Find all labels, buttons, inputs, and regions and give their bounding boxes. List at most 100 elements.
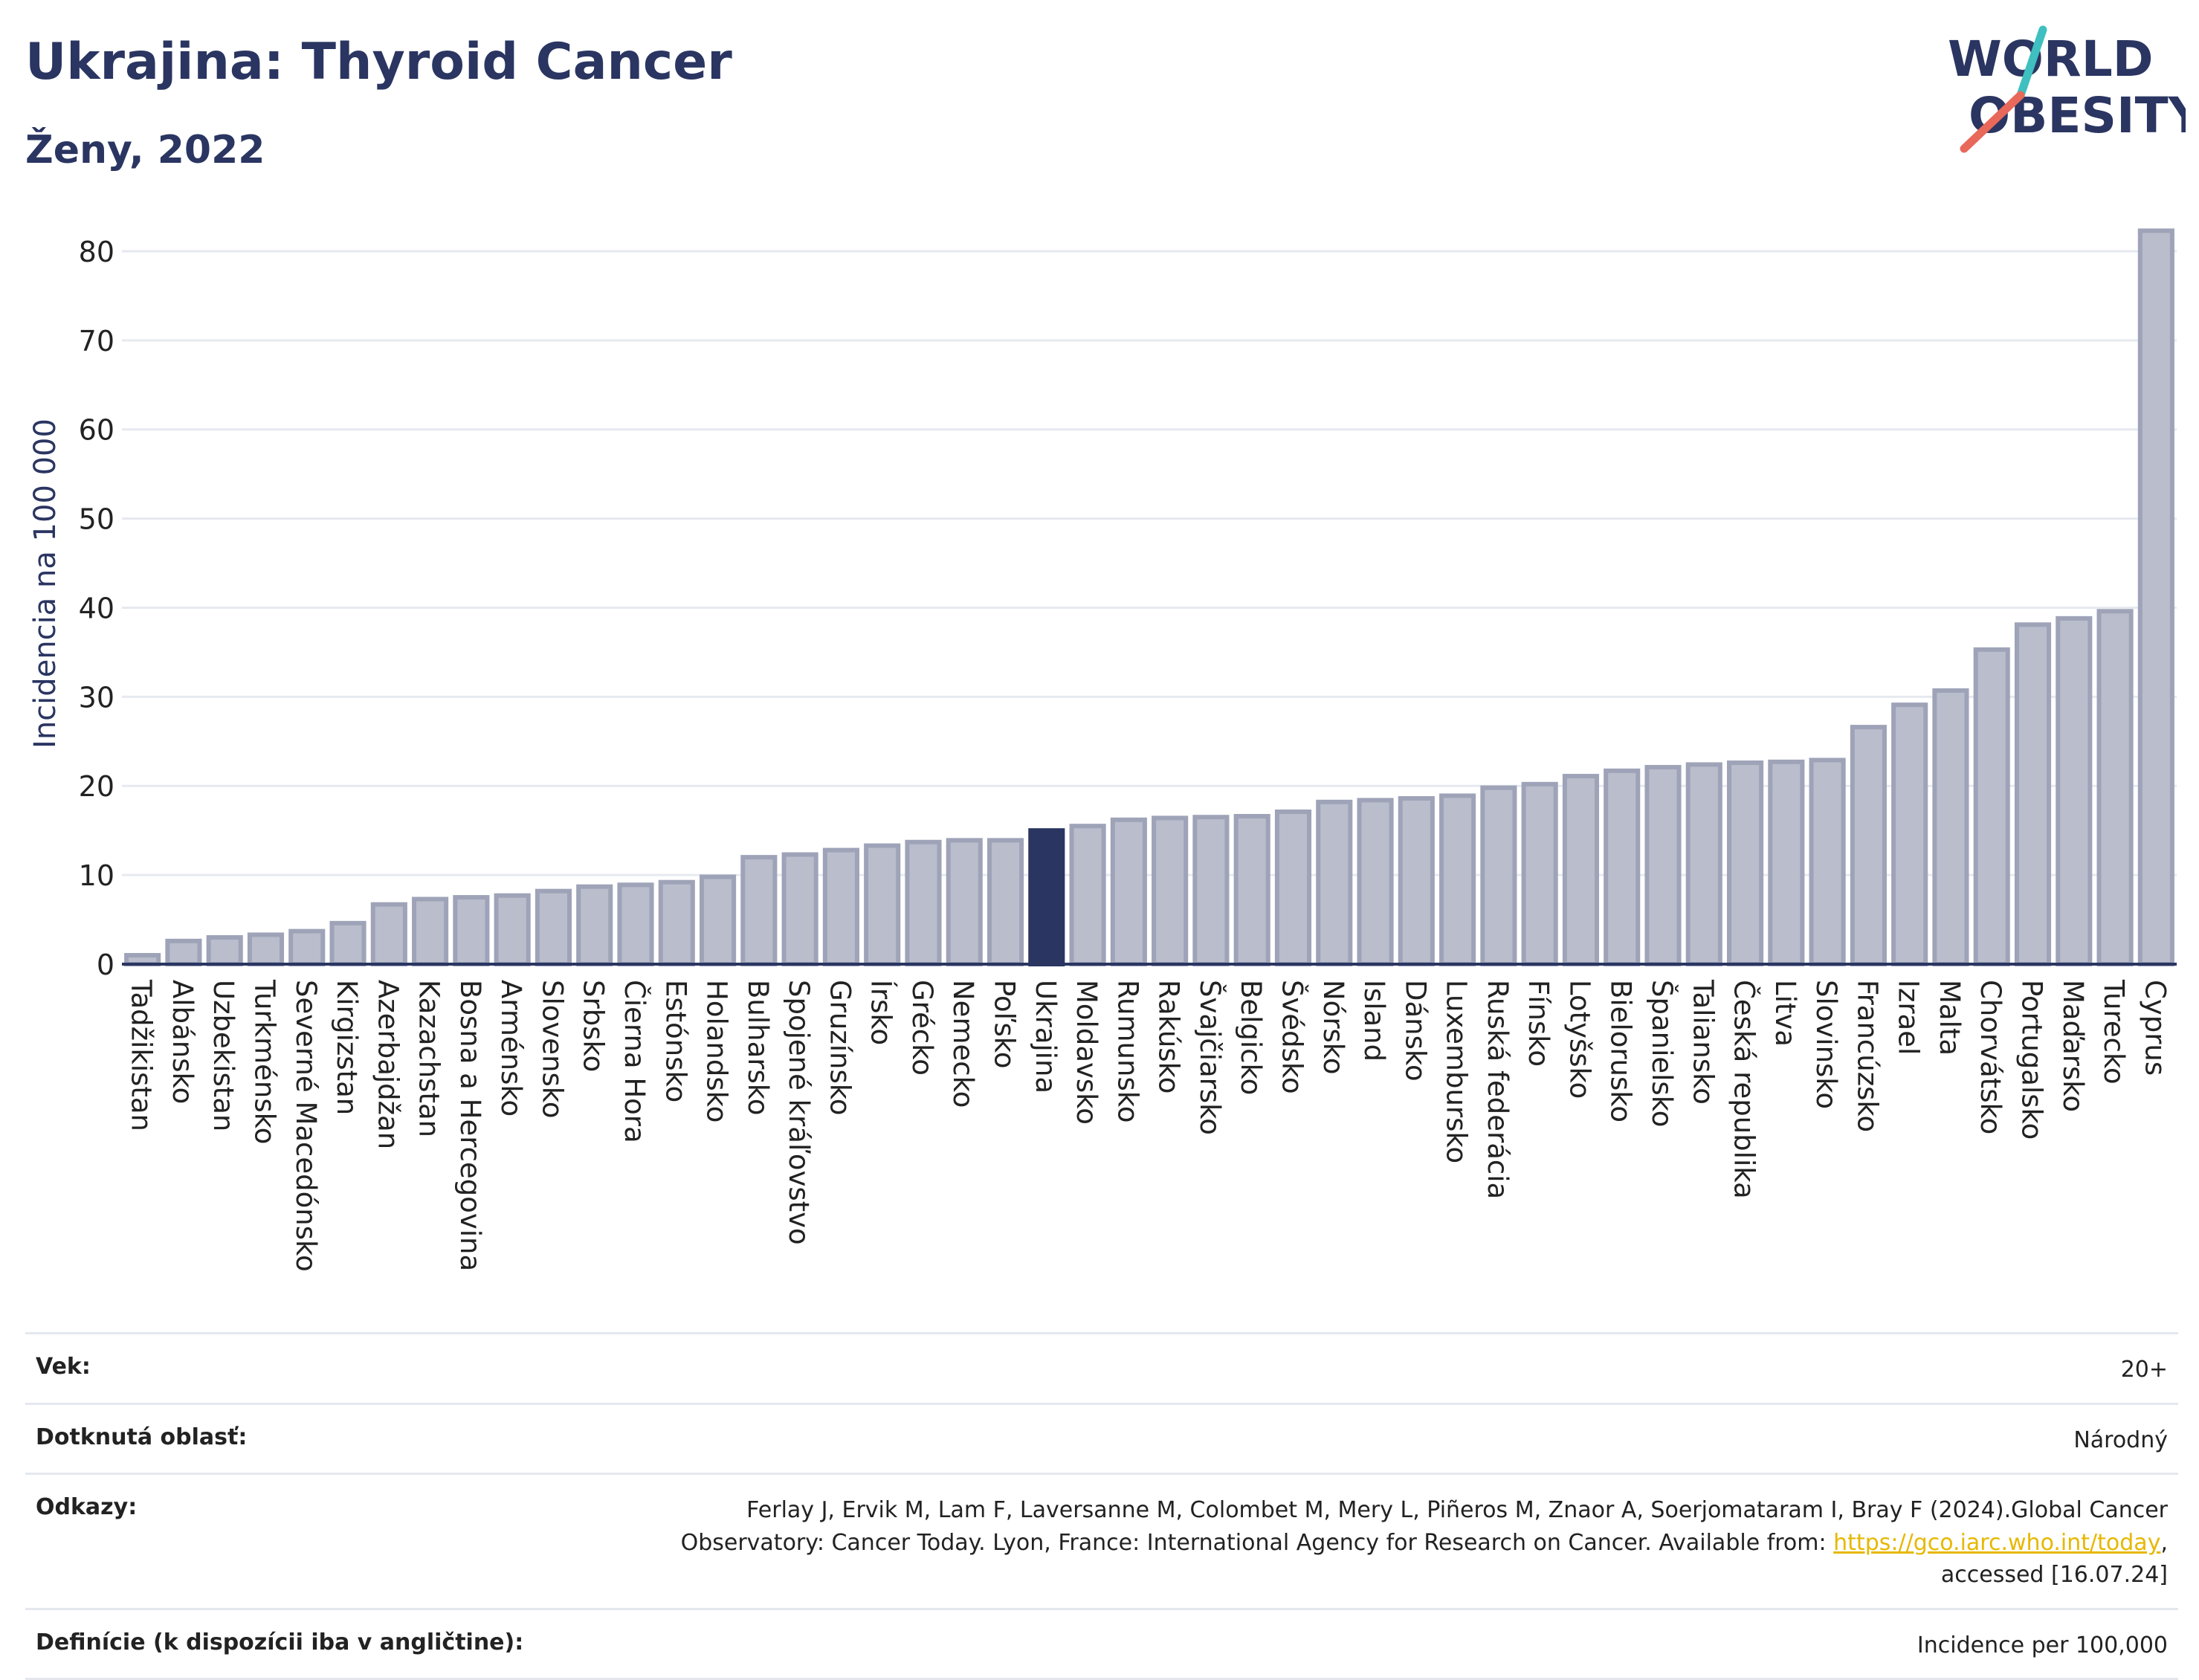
bar[interactable] [537,891,569,964]
bar[interactable] [578,887,610,964]
definitions-label: Definície (k dispozícii iba v angličtine… [36,1629,523,1662]
meta-row-age: Vek: 20+ [25,1332,2178,1403]
y-tick-label: 0 [97,949,114,981]
bar[interactable] [1277,812,1309,964]
x-tick-label: Malta [1934,980,1966,1056]
x-tick-label: Švajčiarsko [1194,980,1227,1135]
x-tick-label: Bielorusko [1605,980,1637,1122]
x-tick-label: Turkménsko [248,979,280,1144]
x-tick-label: Bosna a Hercegovina [454,980,486,1271]
x-tick-label: Azerbajdžan [372,980,404,1149]
y-tick-label: 40 [79,592,114,624]
bar[interactable] [2099,611,2131,964]
bar[interactable] [1853,727,1885,964]
y-tick-label: 10 [79,859,114,892]
bar[interactable] [1893,705,1925,964]
y-tick-label: 20 [79,770,114,803]
bar[interactable] [2058,618,2090,964]
bar[interactable] [1565,776,1597,964]
bar[interactable] [907,842,939,964]
x-tick-label: Írsko [865,980,898,1045]
bar[interactable] [250,934,282,964]
bar[interactable] [167,941,199,964]
x-tick-label: Arménsko [495,980,527,1117]
bar[interactable] [1359,800,1391,964]
bar[interactable] [455,897,487,964]
bar[interactable] [1236,816,1268,964]
x-tick-label: Španielsko [1646,980,1679,1127]
bar[interactable] [702,877,734,964]
bar[interactable] [1524,784,1556,964]
bar-highlighted[interactable] [1030,830,1062,964]
x-tick-label: Kirgizstan [331,980,363,1115]
bar[interactable] [2140,230,2172,964]
x-tick-label: Holandsko [701,980,733,1122]
x-tick-label: Estónsko [659,980,691,1102]
x-tick-label: Francúzsko [1851,980,1883,1132]
bar[interactable] [1113,820,1145,964]
bar[interactable] [1647,767,1679,964]
bar[interactable] [1195,817,1227,964]
meta-row-references: Odkazy: Ferlay J, Ervik M, Lam F, Lavers… [25,1473,2178,1608]
references-link[interactable]: https://gco.iarc.who.int/today [1833,1530,2160,1556]
bar[interactable] [784,855,816,964]
x-tick-label: Rakúsko [1153,980,1185,1093]
x-tick-label: Kazachstan [413,980,445,1137]
bar[interactable] [1482,788,1514,964]
x-tick-label: Fínsko [1522,980,1554,1067]
meta-row-area: Dotknutá oblasť: Národný [25,1403,2178,1473]
bar[interactable] [1441,795,1473,964]
bar[interactable] [373,905,405,964]
bar[interactable] [1606,771,1638,964]
x-tick-label: Dánsko [1399,980,1431,1082]
bar[interactable] [619,885,651,964]
bar[interactable] [1770,762,1802,964]
bar[interactable] [661,882,693,964]
bar[interactable] [949,840,981,964]
y-tick-label: 50 [79,503,114,536]
x-tick-label: Nemecko [947,980,979,1108]
bar[interactable] [989,840,1021,964]
bar[interactable] [866,846,898,964]
x-tick-label: Turecko [2098,979,2130,1085]
x-tick-label: Švédsko [1276,980,1308,1094]
x-tick-label: Ruská federácia [1482,980,1514,1199]
x-tick-label: Spojené kráľovstvo [783,980,815,1245]
x-tick-label: Poľsko [989,980,1021,1069]
references-label: Odkazy: [36,1494,137,1592]
x-tick-label: Česká republika [1728,980,1761,1199]
bar[interactable] [1154,818,1186,964]
bar[interactable] [1401,798,1433,964]
bar[interactable] [1729,763,1761,964]
y-tick-label: 70 [79,325,114,358]
bar[interactable] [1812,760,1844,964]
x-tick-label: Čierna Hora [619,980,651,1143]
x-tick-label: Uzbekistan [207,980,239,1131]
metadata-table: Vek: 20+ Dotknutá oblasť: Národný Odkazy… [25,1332,2178,1680]
x-tick-label: Chorvátsko [1974,980,2006,1134]
bar[interactable] [2017,624,2049,964]
x-tick-label: Cyprus [2139,980,2171,1076]
age-label: Vek: [36,1354,91,1386]
bar[interactable] [743,857,775,964]
bar[interactable] [1072,826,1104,964]
area-label: Dotknutá oblasť: [36,1424,247,1457]
x-tick-label: Moldavsko [1071,980,1102,1125]
x-tick-label: Litva [1769,980,1801,1047]
bar[interactable] [209,937,241,964]
bar[interactable] [1318,802,1350,964]
y-axis-title: Incidencia na 100 000 [28,419,62,749]
bar[interactable] [1688,764,1720,964]
bar[interactable] [1976,650,2008,964]
x-tick-label: Izrael [1893,980,1925,1055]
area-value: Národný [2073,1424,2168,1457]
bar[interactable] [332,923,364,964]
bar[interactable] [825,850,857,964]
x-tick-label: Tadžikistan [126,979,158,1131]
x-tick-label: Maďarsko [2057,980,2089,1112]
bar[interactable] [291,931,323,964]
bar[interactable] [497,896,529,964]
bar[interactable] [1934,691,1966,964]
bar[interactable] [414,899,446,964]
